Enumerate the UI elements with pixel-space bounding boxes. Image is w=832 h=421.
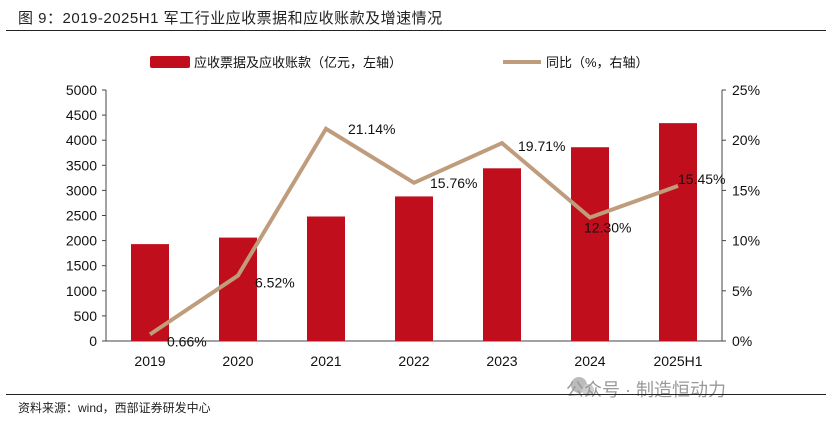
watermark: 公众号 · 制造恒动力 <box>566 380 726 400</box>
data-label: 12.30% <box>584 220 631 236</box>
chart-title: 图 9：2019-2025H1 军工行业应收票据和应收账款及增速情况 <box>18 10 443 27</box>
left-tick-label: 0 <box>89 333 97 349</box>
bar-2023 <box>483 168 521 341</box>
data-label: 0.66% <box>167 333 207 349</box>
data-label: 19.71% <box>518 138 565 154</box>
left-tick-label: 2000 <box>66 233 97 249</box>
left-tick-label: 3000 <box>66 182 97 198</box>
right-tick-label: 20% <box>732 132 760 148</box>
bar-2022 <box>395 196 433 341</box>
bar-2021 <box>307 216 345 341</box>
x-tick-label: 2024 <box>574 353 605 369</box>
left-tick-label: 5000 <box>66 82 97 98</box>
right-tick-label: 25% <box>732 82 760 98</box>
bar-2024 <box>571 147 609 341</box>
left-tick-label: 4500 <box>66 107 97 123</box>
data-label: 6.52% <box>255 275 295 291</box>
left-tick-label: 1000 <box>66 283 97 299</box>
left-tick-label: 1500 <box>66 258 97 274</box>
left-tick-label: 2500 <box>66 208 97 224</box>
legend-bar-swatch <box>150 56 190 68</box>
x-tick-label: 2023 <box>486 353 517 369</box>
left-tick-label: 4000 <box>66 132 97 148</box>
x-tick-label: 2020 <box>222 353 253 369</box>
bar-2025H1 <box>659 123 697 341</box>
source-divider <box>6 394 826 395</box>
right-tick-label: 5% <box>732 283 752 299</box>
x-tick-label: 2025H1 <box>653 353 702 369</box>
left-tick-label: 500 <box>74 308 98 324</box>
right-tick-label: 0% <box>732 333 752 349</box>
data-label: 15.45% <box>678 171 725 187</box>
data-label: 21.14% <box>348 121 395 137</box>
wechat-icon-bubble <box>582 384 594 396</box>
right-tick-label: 15% <box>732 182 760 198</box>
x-tick-label: 2021 <box>310 353 341 369</box>
title-divider <box>6 30 826 31</box>
source-note: 资料来源：wind，西部证券研发中心 <box>18 401 211 415</box>
right-tick-label: 10% <box>732 233 760 249</box>
data-label: 15.76% <box>430 175 477 191</box>
left-tick-label: 3500 <box>66 157 97 173</box>
x-tick-label: 2022 <box>398 353 429 369</box>
legend-bar-label: 应收票据及应收账款（亿元，左轴） <box>194 55 402 70</box>
legend-line-label: 同比（%，右轴） <box>546 55 649 70</box>
x-tick-label: 2019 <box>134 353 165 369</box>
